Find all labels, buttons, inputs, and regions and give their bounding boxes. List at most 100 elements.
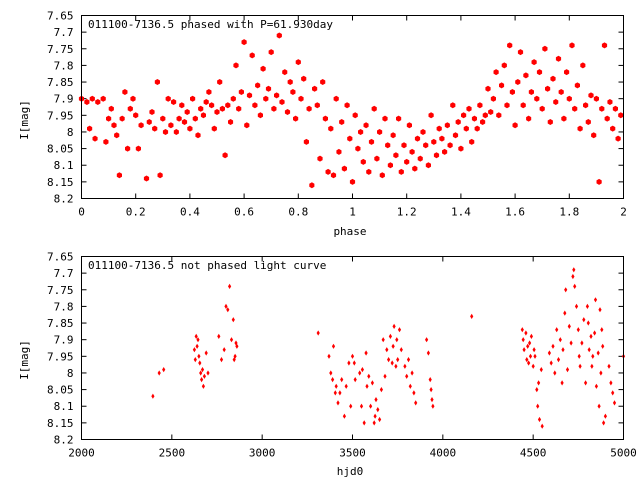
y-tick-label: 8.1 bbox=[54, 159, 74, 172]
data-point-unphased bbox=[352, 360, 356, 366]
data-point-phased bbox=[504, 102, 510, 109]
data-point-phased bbox=[523, 72, 529, 79]
data-point-phased bbox=[387, 162, 393, 169]
data-point-phased bbox=[574, 82, 580, 89]
data-point-phased bbox=[371, 105, 377, 112]
x-tick-label: 0.4 bbox=[180, 206, 200, 219]
data-point-unphased bbox=[200, 367, 205, 373]
y-tick-label: 7.95 bbox=[47, 350, 74, 363]
data-point-unphased bbox=[396, 357, 400, 363]
data-point-phased bbox=[284, 109, 291, 115]
data-point-unphased bbox=[533, 353, 537, 359]
data-point-unphased bbox=[585, 303, 589, 309]
data-point-phased bbox=[276, 32, 282, 39]
data-point-unphased bbox=[598, 307, 602, 313]
data-point-phased bbox=[203, 99, 209, 105]
data-point-unphased bbox=[537, 416, 542, 423]
data-point-phased bbox=[157, 172, 163, 179]
data-point-phased bbox=[547, 119, 553, 125]
data-point-unphased bbox=[350, 353, 355, 359]
data-point-phased bbox=[152, 125, 158, 132]
data-point-phased bbox=[325, 168, 331, 175]
y-tick-label: 7.8 bbox=[54, 300, 74, 313]
data-point-phased bbox=[409, 148, 415, 155]
data-point-phased bbox=[444, 122, 450, 129]
data-point-phased bbox=[255, 82, 261, 89]
data-point-unphased bbox=[582, 317, 586, 323]
data-point-unphased bbox=[564, 287, 568, 293]
y-tick-label: 7.85 bbox=[47, 76, 74, 89]
x-tick-label: 3500 bbox=[339, 447, 366, 460]
data-point-unphased bbox=[235, 343, 239, 349]
data-point-unphased bbox=[406, 357, 411, 363]
data-point-phased bbox=[588, 92, 594, 99]
data-point-unphased bbox=[573, 283, 577, 289]
data-point-unphased bbox=[594, 383, 598, 389]
data-point-phased bbox=[195, 132, 201, 139]
data-point-phased bbox=[238, 89, 244, 95]
data-point-phased bbox=[260, 65, 266, 72]
data-point-phased bbox=[561, 115, 567, 122]
y-tick-label: 8.15 bbox=[47, 176, 74, 189]
data-point-phased bbox=[599, 105, 605, 112]
data-point-phased bbox=[228, 119, 234, 125]
data-point-phased bbox=[303, 138, 309, 145]
data-point-phased bbox=[379, 172, 385, 179]
data-point-phased bbox=[149, 109, 155, 115]
data-point-phased bbox=[469, 138, 475, 145]
data-points-unphased bbox=[151, 267, 626, 429]
data-point-unphased bbox=[551, 343, 555, 349]
y-tick-label: 8 bbox=[67, 126, 74, 139]
data-point-phased bbox=[482, 112, 488, 119]
data-point-phased bbox=[393, 152, 399, 159]
data-point-unphased bbox=[331, 343, 336, 349]
data-point-phased bbox=[122, 89, 128, 95]
data-point-phased bbox=[314, 102, 320, 109]
data-point-unphased bbox=[470, 313, 474, 319]
data-point-phased bbox=[116, 172, 122, 179]
data-point-phased bbox=[436, 125, 442, 132]
data-point-unphased bbox=[383, 373, 387, 379]
data-point-phased bbox=[499, 82, 505, 89]
data-point-phased bbox=[154, 79, 160, 85]
data-point-phased bbox=[225, 102, 231, 109]
data-point-phased bbox=[176, 115, 182, 122]
data-point-phased bbox=[336, 148, 342, 155]
data-point-unphased bbox=[316, 330, 320, 336]
data-point-unphased bbox=[388, 333, 392, 339]
x-tick-label: 4500 bbox=[520, 447, 547, 460]
data-point-unphased bbox=[558, 337, 562, 343]
data-point-unphased bbox=[586, 320, 590, 326]
y-tick-label: 8.2 bbox=[54, 193, 74, 206]
data-point-unphased bbox=[425, 337, 429, 343]
data-point-phased bbox=[585, 119, 591, 125]
data-point-phased bbox=[293, 115, 299, 122]
data-point-unphased bbox=[233, 353, 237, 359]
data-point-unphased bbox=[347, 360, 351, 366]
data-point-phased bbox=[138, 122, 144, 129]
data-point-unphased bbox=[228, 283, 232, 289]
data-point-unphased bbox=[537, 380, 541, 386]
data-point-phased bbox=[396, 115, 402, 122]
data-point-phased bbox=[168, 122, 174, 129]
data-points-phased bbox=[78, 32, 624, 189]
data-point-unphased bbox=[194, 333, 198, 339]
data-point-phased bbox=[339, 119, 345, 125]
data-point-unphased bbox=[340, 377, 344, 383]
data-point-unphased bbox=[602, 420, 606, 426]
data-point-unphased bbox=[394, 363, 398, 369]
data-point-phased bbox=[501, 62, 507, 69]
data-point-phased bbox=[615, 135, 621, 142]
panel-title-phased: 011100-7136.5 phased with P=61.930day bbox=[88, 18, 333, 31]
axis-ticks-unphased: 2000 2500 3000 3500 4000 4500 5000 7.65 7.7 7.75 7… bbox=[47, 251, 637, 460]
data-point-phased bbox=[181, 119, 188, 125]
y-tick-label: 8.1 bbox=[54, 400, 74, 413]
data-point-phased bbox=[217, 79, 223, 85]
data-point-phased bbox=[490, 95, 496, 102]
data-point-unphased bbox=[206, 370, 210, 376]
data-point-phased bbox=[162, 129, 169, 135]
data-point-unphased bbox=[327, 353, 331, 359]
data-point-unphased bbox=[549, 360, 553, 366]
data-point-unphased bbox=[338, 390, 342, 396]
data-point-phased bbox=[290, 89, 296, 95]
